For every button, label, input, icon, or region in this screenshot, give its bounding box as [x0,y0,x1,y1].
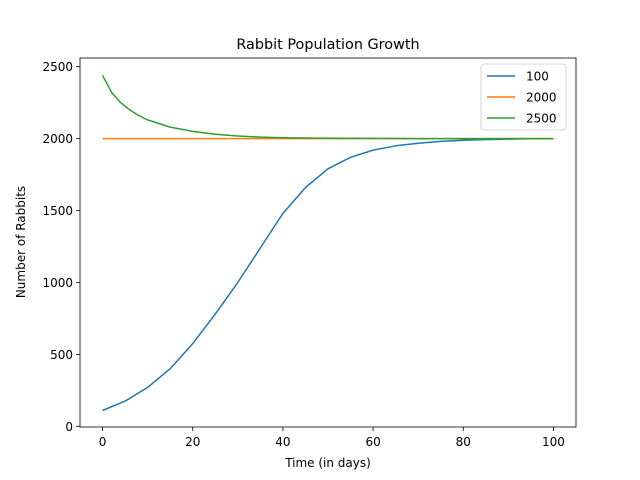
legend-label-100: 100 [526,70,549,84]
x-tick-label: 100 [542,435,565,449]
y-tick-label: 500 [50,348,73,362]
x-axis: 0 20 40 60 80 100 [99,427,565,449]
series-group [101,74,554,412]
y-tick-label: 1000 [42,276,73,290]
legend-label-2000: 2000 [526,91,557,105]
x-tick-label: 60 [365,435,380,449]
x-tick-label: 40 [275,435,290,449]
x-axis-label: Time (in days) [284,456,371,470]
chart-title: Rabbit Population Growth [236,37,419,53]
x-tick-label: 0 [99,435,107,449]
y-tick-label: 1500 [42,204,73,218]
y-tick-label: 2000 [42,132,73,146]
y-tick-label: 2500 [42,60,73,74]
legend: 100 2000 2500 [480,63,567,131]
y-tick-label: 0 [65,420,73,434]
plot-frame [79,57,577,428]
y-axis: 0 500 1000 1500 2000 2500 [42,60,80,434]
legend-label-2500: 2500 [526,112,557,126]
x-tick-label: 80 [456,435,471,449]
legend-box [480,63,567,131]
series-line-100 [102,137,554,412]
x-tick-label: 20 [185,435,200,449]
y-axis-label: Number of Rabbits [14,186,28,298]
series-line-2500 [101,74,554,140]
